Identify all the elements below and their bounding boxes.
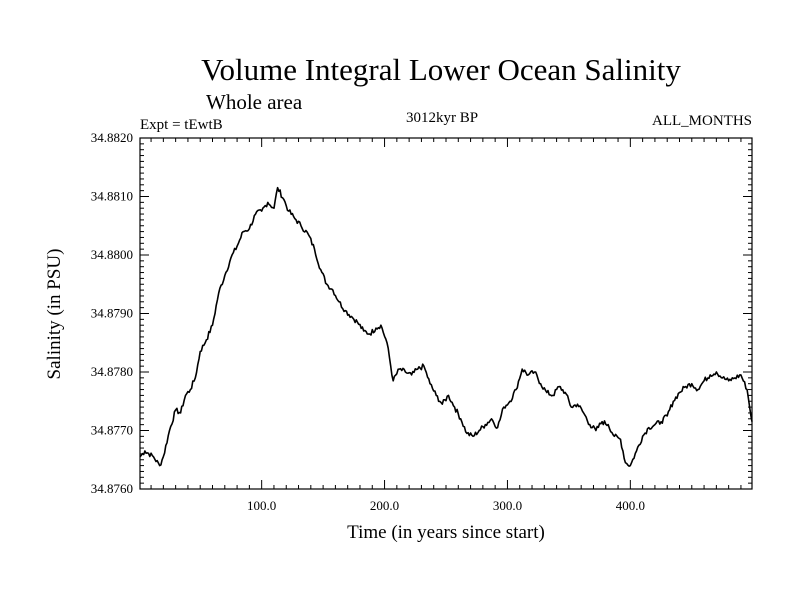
y-tick-label: 34.8760 <box>91 481 133 496</box>
y-tick-label: 34.8800 <box>91 247 133 262</box>
y-tick-label: 34.8810 <box>91 189 133 204</box>
experiment-label: Expt = tEwtB <box>140 117 223 133</box>
y-axis-label: Salinity (in PSU) <box>44 249 65 380</box>
x-axis: 100.0 200.0 300.0 400.0 <box>150 138 742 513</box>
chart-subtitle: Whole area <box>206 90 303 114</box>
x-tick-label: 400.0 <box>616 498 645 513</box>
y-axis: 34.8760 34.8770 34.8780 34.8790 34.8800 34.88… <box>91 130 752 496</box>
plot-frame <box>139 137 753 490</box>
y-tick-label: 34.8780 <box>91 364 133 379</box>
y-tick-label: 34.8790 <box>91 306 133 321</box>
x-axis-label: Time (in years since start) <box>347 522 545 543</box>
season-label: ALL_MONTHS <box>652 113 752 129</box>
y-tick-label: 34.8820 <box>91 130 133 145</box>
y-tick-label: 34.8770 <box>91 423 133 438</box>
period-label: 3012kyr BP <box>406 110 478 126</box>
x-tick-label: 300.0 <box>493 498 522 513</box>
chart-title: Volume Integral Lower Ocean Salinity <box>201 52 681 87</box>
x-tick-label: 200.0 <box>370 498 399 513</box>
x-tick-label: 100.0 <box>247 498 276 513</box>
salinity-series-line <box>139 186 753 467</box>
